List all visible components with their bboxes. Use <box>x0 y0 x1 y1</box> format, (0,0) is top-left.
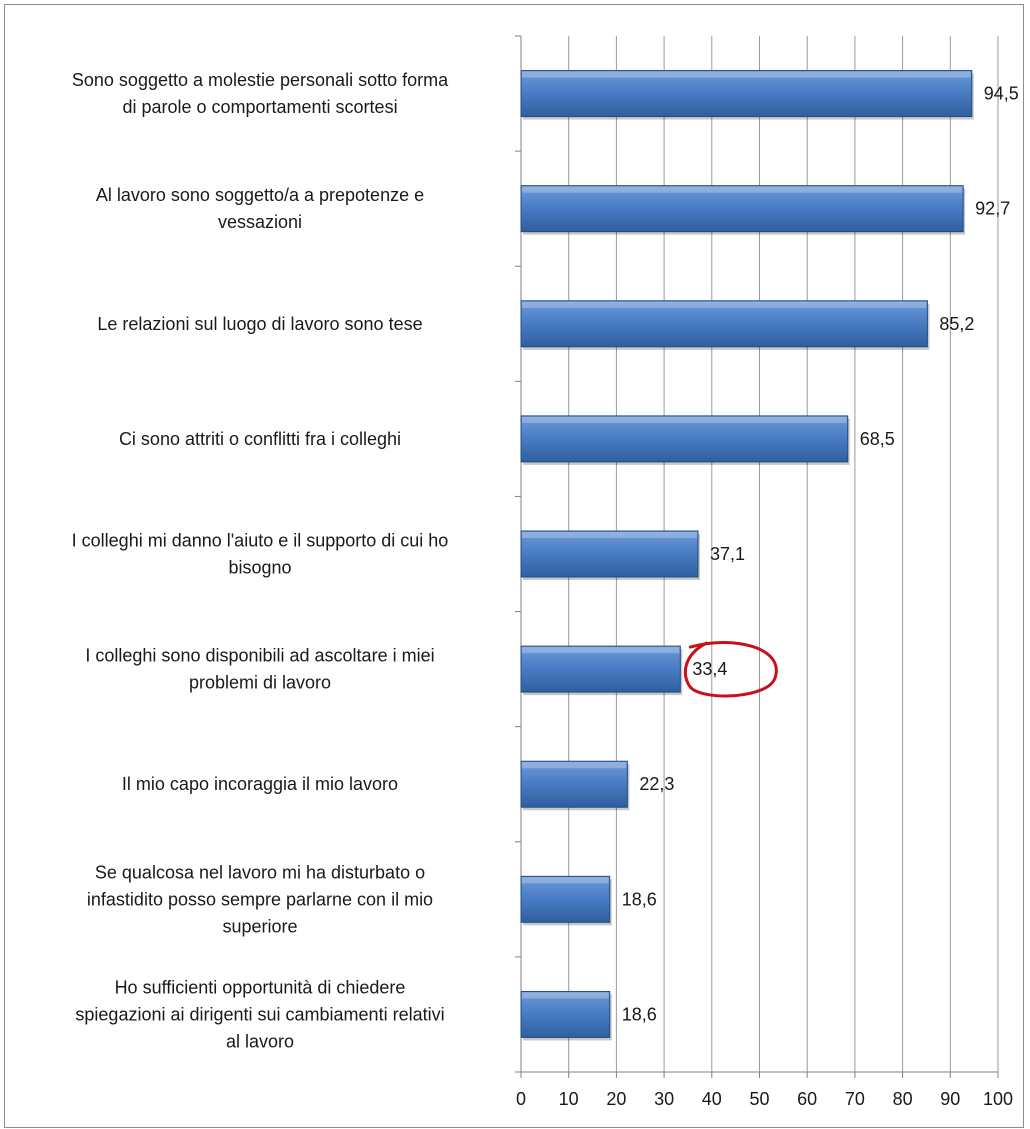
bar-3 <box>520 415 849 463</box>
category-label-6: Il mio capo incoraggia il mio lavoro <box>122 774 398 794</box>
category-label-line: Ho sufficienti opportunità di chiedere <box>115 977 406 997</box>
category-label-5: I colleghi sono disponibili ad ascoltare… <box>85 646 434 693</box>
bar-highlight <box>522 762 627 769</box>
value-label-8: 18,6 <box>622 1004 657 1024</box>
bar-highlight <box>522 71 971 78</box>
category-label-line: Se qualcosa nel lavoro mi ha disturbato … <box>95 862 425 882</box>
category-label-line: superiore <box>222 916 297 936</box>
highlight-circle <box>683 641 778 698</box>
bars <box>520 70 974 1041</box>
value-label-5: 33,4 <box>692 659 727 679</box>
x-tick-label: 80 <box>893 1089 913 1109</box>
bar-7 <box>520 875 611 923</box>
category-label-8: Ho sufficienti opportunità di chiedere sp… <box>75 977 444 1051</box>
bar-highlight <box>522 647 680 654</box>
bar-8 <box>520 990 611 1038</box>
category-label-line: I colleghi sono disponibili ad ascoltare… <box>85 646 434 666</box>
labels: 0 10 20 30 40 50 60 70 80 90 100 94,5 Sono soggetto … <box>72 70 1019 1109</box>
bar-4 <box>520 530 699 578</box>
category-label-3: Ci sono attriti o conflitti fra i colleg… <box>119 429 401 449</box>
bar-highlight <box>522 186 963 193</box>
x-tick-label: 20 <box>606 1089 626 1109</box>
bar-highlight <box>522 992 609 999</box>
value-label-1: 92,7 <box>975 199 1010 219</box>
value-label-4: 37,1 <box>710 544 745 564</box>
category-label-7: Se qualcosa nel lavoro mi ha disturbato … <box>87 862 433 936</box>
value-label-2: 85,2 <box>939 314 974 334</box>
category-label-line: problemi di lavoro <box>189 673 331 693</box>
x-tick-label: 30 <box>654 1089 674 1109</box>
x-tick-label: 50 <box>749 1089 769 1109</box>
bar-1 <box>520 185 964 233</box>
category-label-line: Ci sono attriti o conflitti fra i colleg… <box>119 429 401 449</box>
category-label-4: I colleghi mi danno l'aiuto e il support… <box>72 531 449 578</box>
category-label-1: Al lavoro sono soggetto/a a prepotenze e… <box>96 185 424 232</box>
bar-highlight <box>522 877 609 884</box>
x-tick-label: 10 <box>559 1089 579 1109</box>
category-label-line: Il mio capo incoraggia il mio lavoro <box>122 774 398 794</box>
bar-highlight <box>522 301 927 308</box>
category-label-line: infastidito posso sempre parlarne con il… <box>87 889 433 909</box>
value-label-7: 18,6 <box>622 889 657 909</box>
x-tick-label: 40 <box>702 1089 722 1109</box>
value-label-3: 68,5 <box>860 429 895 449</box>
category-label-2: Le relazioni sul luogo di lavoro sono te… <box>97 314 422 334</box>
x-tick-label: 70 <box>845 1089 865 1109</box>
category-label-line: di parole o comportamenti scortesi <box>122 97 397 117</box>
category-label-line: vessazioni <box>218 212 302 232</box>
category-label-line: spiegazioni ai dirigenti sui cambiamenti… <box>75 1004 444 1024</box>
bar-5 <box>520 645 681 693</box>
x-tick-label: 0 <box>516 1089 526 1109</box>
category-label-line: Le relazioni sul luogo di lavoro sono te… <box>97 314 422 334</box>
x-tick-label: 60 <box>797 1089 817 1109</box>
category-label-line: Sono soggetto a molestie personali sotto… <box>72 70 449 90</box>
bar-0 <box>520 70 973 118</box>
value-label-0: 94,5 <box>984 84 1019 104</box>
category-label-line: I colleghi mi danno l'aiuto e il support… <box>72 531 449 551</box>
bar-2 <box>520 300 928 348</box>
category-label-line: al lavoro <box>226 1031 294 1051</box>
bar-highlight <box>522 416 847 423</box>
x-tick-label: 100 <box>983 1089 1013 1109</box>
category-label-0: Sono soggetto a molestie personali sotto… <box>72 70 449 117</box>
category-label-line: bisogno <box>228 558 291 578</box>
x-tick-label: 90 <box>940 1089 960 1109</box>
bar-6 <box>520 760 628 808</box>
value-label-6: 22,3 <box>639 774 674 794</box>
bar-highlight <box>522 532 697 538</box>
category-label-line: Al lavoro sono soggetto/a a prepotenze e <box>96 185 424 205</box>
